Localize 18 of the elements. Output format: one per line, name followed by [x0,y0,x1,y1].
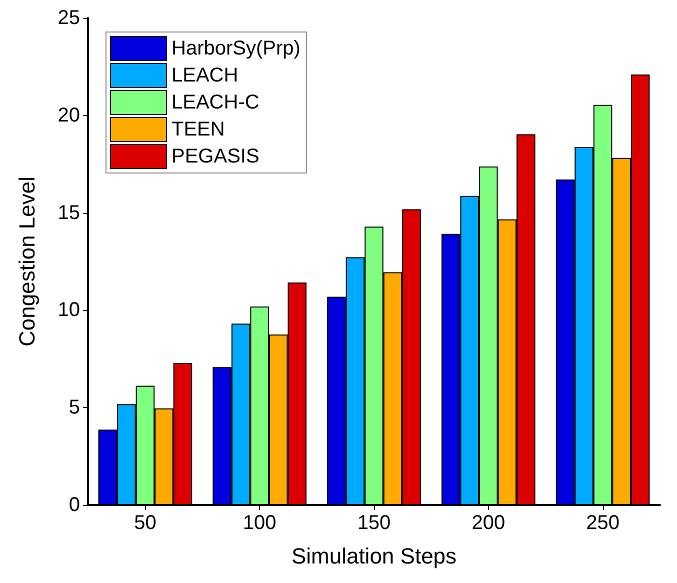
y-tick-label: 25 [58,7,80,29]
x-tick-label: 50 [134,512,156,534]
y-axis-title: Congestion Level [14,176,40,347]
x-tick-label: 100 [242,512,276,534]
x-axis-title: Simulation Steps [291,544,457,568]
y-tick-label: 10 [58,299,80,322]
y-tick-label: 5 [68,396,80,419]
legend-label: TEEN [172,118,225,140]
legend-label: LEACH-C [172,92,260,114]
x-tick-label: 250 [586,512,620,534]
x-tick-label: 200 [472,512,506,534]
y-tick-label: 0 [68,494,80,516]
y-tick-label: 20 [58,104,80,126]
y-tick-label: 15 [58,202,80,224]
legend-label: LEACH [172,64,238,86]
legend-label: HarborSy(Prp) [172,38,300,60]
x-tick-label: 150 [357,512,391,534]
legend-label: PEGASIS [172,146,260,168]
